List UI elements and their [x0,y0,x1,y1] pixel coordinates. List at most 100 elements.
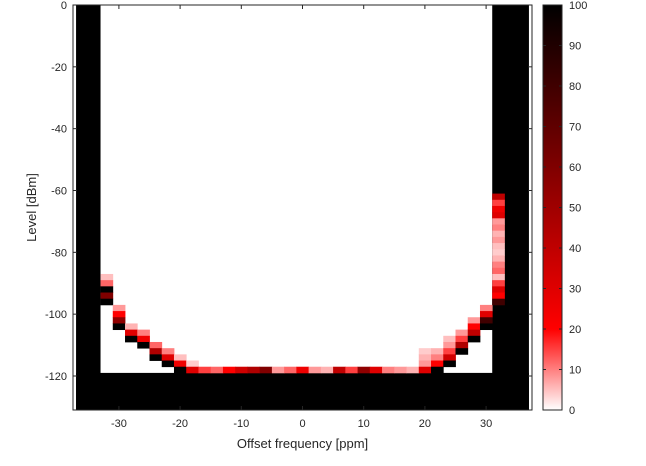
heatmap-cell [443,360,456,368]
colorbar-tick-label: 100 [569,0,587,12]
heatmap-cell [467,317,481,324]
heatmap-cell [492,212,505,219]
heatmap-cell [382,366,395,374]
heatmap-cell [443,348,456,355]
y-tick-label: -100 [45,309,67,321]
heatmap-cell [492,267,505,275]
heatmap-cell [186,360,199,368]
heatmap-cell [161,348,175,355]
heatmap-cell [112,311,126,318]
heatmap-cell [431,360,444,368]
heatmap-cell [271,366,285,374]
heatmap-cell [443,335,456,343]
heatmap-cell [492,292,505,300]
x-axis-ticks: -30 -20 -10 0 10 20 30 [111,5,492,430]
heatmap-cell [492,205,505,213]
heatmap-cell [492,199,505,207]
heatmap-cell [431,354,444,361]
heatmap-cell [492,261,505,269]
colorbar-tick-label: 90 [569,41,581,53]
x-tick-label: -30 [111,418,127,430]
heatmap-cell [308,366,322,374]
x-axis-label: Offset frequency [ppm] [237,436,368,451]
heatmap-cell [492,218,505,225]
y-tick-label: -80 [51,247,67,259]
heatmap-cell [431,348,444,355]
heatmap-cell [492,298,505,306]
heatmap-cell [467,335,481,343]
heatmap-cell [125,329,138,337]
heatmap-cell [173,366,187,374]
colorbar-tick-label: 80 [569,81,581,93]
heatmap-cell [492,249,505,256]
heatmap-cell [455,341,469,349]
colorbar-tick-label: 10 [569,365,581,377]
x-tick-label: 10 [358,418,370,430]
heatmap-cell [222,366,236,374]
heatmap-cell [161,354,175,361]
heatmap-region-saturated [76,372,529,410]
colorbar-tick-label: 40 [569,243,581,255]
heatmap-cell [100,280,114,287]
heatmap-cell [125,323,138,331]
heatmap-cell [100,286,114,293]
heatmap-cell [247,366,261,374]
heatmap-cell [492,243,505,250]
heatmap-cell [443,354,456,361]
x-tick-label: 20 [419,418,431,430]
heatmap-cell [333,366,346,374]
heatmap-cell [112,304,126,312]
heatmap-cell [492,255,505,262]
heatmap-cell [467,323,481,331]
colorbar-tick-label: 70 [569,122,581,134]
heatmap-cell [418,366,432,374]
heatmap-cell [112,317,126,324]
heatmap-cell [259,366,273,374]
y-tick-label: -40 [51,124,67,136]
y-tick-label: -20 [51,62,67,74]
heatmap-cell [186,366,199,374]
x-tick-label: 30 [480,418,492,430]
colorbar: 0 10 20 30 40 50 60 70 80 90 100 [542,0,587,417]
colorbar-ticks: 0 10 20 30 40 50 60 70 80 90 100 [543,0,587,417]
heatmap-cell [161,360,175,368]
y-axis-ticks: 0 -20 -40 -60 -80 -100 -120 [45,0,532,383]
heatmap-cell [492,224,505,232]
heatmap-cell [455,348,469,355]
heatmap-cell [149,354,163,361]
colorbar-tick-label: 0 [569,405,575,417]
y-axis-label: Level [dBm] [24,173,39,242]
x-tick-label: 0 [299,418,305,430]
plot-area [72,4,533,411]
x-tick-label: -20 [172,418,188,430]
heatmap-cell [406,366,420,374]
heatmap-cell [479,323,493,331]
heatmap-cell [492,273,505,281]
heatmap-cell [492,280,505,287]
colorbar-tick-label: 50 [569,203,581,215]
heatmap-cell [479,317,493,324]
heatmap-cell [418,348,432,355]
heatmap-cell [137,341,150,349]
heatmap-cell [125,335,138,343]
heatmap-cell [345,366,358,374]
heatmap-cell [357,366,371,374]
heatmap-cell [210,366,224,374]
heatmap-cell [394,366,407,374]
heatmap-cell [467,329,481,337]
heatmap-cell [149,348,163,355]
colorbar-tick-label: 30 [569,284,581,296]
heatmap-cell [418,354,432,361]
heatmap-cell [173,360,187,368]
heatmap-cells [76,5,529,410]
y-tick-label: -60 [51,185,67,197]
colorbar-tick-label: 60 [569,162,581,174]
heatmap-cell [173,354,187,361]
heatmap-cell [320,366,334,374]
heatmap-cell [479,304,493,312]
heatmap-cell [369,366,383,374]
heatmap-cell [455,335,469,343]
heatmap-cell [137,329,150,337]
heatmap-cell [100,273,114,281]
